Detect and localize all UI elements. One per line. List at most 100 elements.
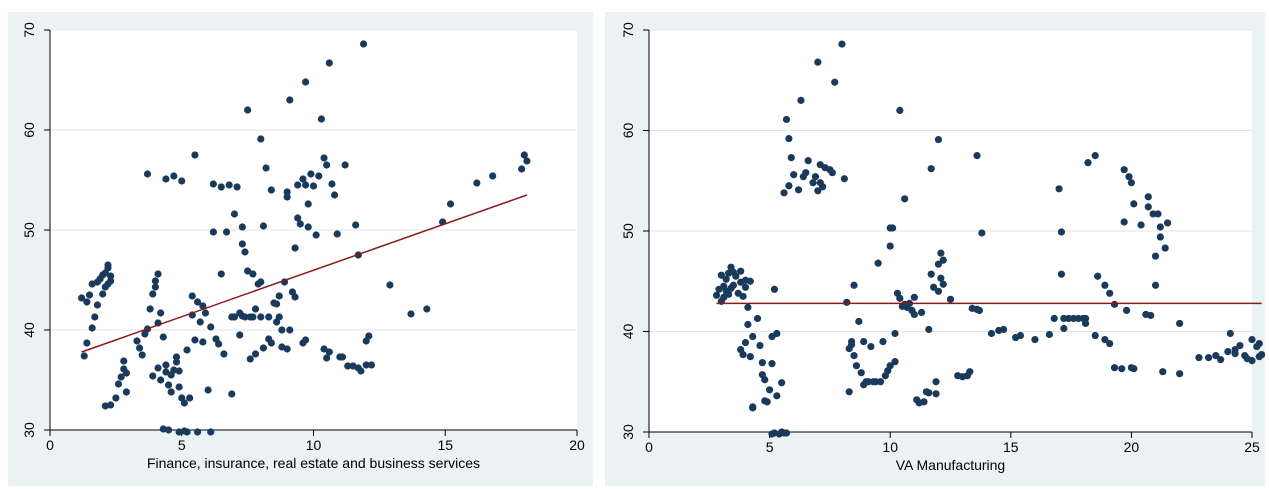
scatter-point [251, 305, 260, 313]
scatter-point [209, 228, 217, 236]
scatter-point [423, 305, 431, 313]
scatter-point [857, 369, 865, 377]
scatter-point [178, 177, 186, 185]
scatter-point [294, 214, 302, 222]
scatter-point [901, 195, 909, 203]
scatter-point [1163, 219, 1172, 227]
scatter-point [246, 355, 254, 363]
scatter-point [1248, 335, 1256, 344]
scatter-point [790, 171, 798, 179]
x-tick-label: 5 [178, 437, 186, 453]
scatter-point [149, 372, 157, 380]
scatter-point [729, 281, 738, 289]
scatter-point [446, 200, 455, 208]
y-tick-label: 50 [21, 222, 37, 238]
scatter-point [987, 329, 996, 338]
scatter-point [230, 210, 239, 218]
scatter-point [1147, 311, 1155, 320]
scatter-point [365, 332, 373, 340]
scatter-point [91, 313, 99, 321]
scatter-point [722, 275, 730, 283]
scatter-point [874, 259, 882, 267]
x-tick-label: 10 [882, 439, 898, 455]
scatter-point [135, 344, 144, 352]
scatter-point [222, 228, 231, 236]
scatter-point [1060, 324, 1068, 333]
scatter-point [1106, 289, 1114, 297]
scatter-point [151, 283, 159, 291]
scatter-point [761, 376, 769, 384]
scatter-point [338, 353, 347, 361]
scatter-point [819, 183, 827, 191]
scatter-point [785, 134, 793, 143]
scatter-point [1151, 252, 1160, 260]
scatter-point [225, 181, 233, 189]
scatter-point [323, 161, 331, 169]
scatter-point [249, 313, 257, 321]
scatter-point [937, 274, 945, 282]
scatter-point [196, 318, 204, 326]
scatter-point [157, 309, 165, 317]
scatter-point [172, 358, 181, 366]
scatter-point [518, 165, 526, 173]
scatter-point [1122, 306, 1131, 314]
x-tick-label: 20 [1124, 439, 1140, 455]
scatter-point [758, 359, 766, 367]
scatter-point [228, 390, 236, 398]
scatter-point [860, 337, 868, 346]
scatter-point [167, 388, 175, 396]
scatter-point [932, 390, 940, 398]
scatter-point [159, 333, 167, 341]
scatter-point [744, 303, 752, 311]
scatter-point [1144, 203, 1152, 211]
scatter-point [238, 240, 246, 248]
scatter-point [191, 151, 199, 159]
scatter-point [886, 242, 894, 250]
x-tick-label: 15 [437, 437, 453, 453]
scatter-point [843, 298, 851, 306]
scatter-point [120, 357, 128, 365]
scatter-point [782, 429, 791, 437]
scatter-point [154, 364, 162, 372]
y-tick-label: 70 [21, 22, 37, 38]
scatter-point [778, 379, 786, 387]
scatter-point [301, 181, 310, 189]
scatter-point [315, 172, 323, 180]
scatter-point [852, 362, 861, 370]
scatter-point [749, 332, 757, 341]
scatter-point [1118, 365, 1126, 373]
scatter-point [149, 290, 157, 298]
scatter-point [201, 309, 210, 317]
scatter-point [927, 270, 935, 278]
scatter-point [850, 281, 858, 289]
scatter-point [299, 175, 307, 183]
scatter-point [1154, 210, 1162, 218]
fit-line [81, 194, 528, 353]
x-tick-label: 15 [1003, 439, 1019, 455]
scatter-point [320, 154, 328, 162]
scatter-point [283, 193, 291, 201]
scatter-point [1161, 244, 1169, 252]
scatter-point [217, 270, 225, 278]
scatter-point [257, 313, 265, 321]
scatter-point [291, 293, 299, 301]
scatter-point [93, 301, 102, 309]
scatter-point [766, 386, 774, 394]
scatter-point [230, 313, 239, 321]
scatter-point [199, 338, 207, 346]
scatter-point [164, 426, 173, 434]
scatter-point [180, 399, 188, 407]
scatter-point [352, 221, 360, 229]
scatter-point [934, 287, 943, 295]
scatter-point [787, 154, 795, 162]
scatter-point [312, 231, 320, 239]
scatter-point [1176, 319, 1184, 328]
scatter-point [1091, 152, 1099, 160]
y-tick-label: 30 [620, 424, 636, 440]
scatter-point [262, 164, 270, 172]
scatter-point [117, 373, 125, 381]
scatter-point [1050, 314, 1058, 323]
scatter-point [828, 169, 836, 177]
x-tick-label: 5 [766, 439, 774, 455]
scatter-point [939, 256, 947, 264]
